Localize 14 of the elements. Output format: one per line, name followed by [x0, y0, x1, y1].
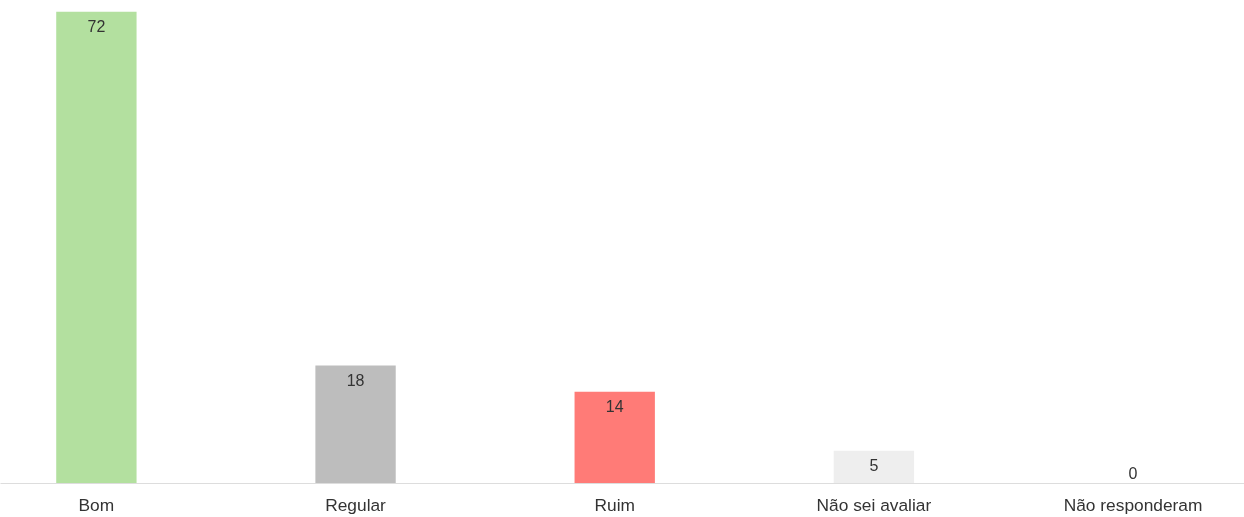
x-tick-label: Não responderam	[1063, 494, 1203, 515]
data-label: 72	[87, 17, 106, 35]
data-label: 14	[605, 397, 624, 415]
bar	[315, 365, 396, 484]
x-tick-label: Regular	[325, 494, 387, 515]
data-label: 18	[346, 371, 365, 389]
bar	[56, 11, 137, 484]
x-tick-label: Não sei avaliar	[816, 494, 932, 515]
data-label: 0	[1128, 464, 1138, 482]
x-tick-label: Ruim	[594, 494, 635, 515]
bar	[833, 450, 915, 484]
data-label: 5	[869, 456, 879, 474]
bar	[574, 391, 655, 484]
x-tick-label: Bom	[78, 494, 115, 515]
